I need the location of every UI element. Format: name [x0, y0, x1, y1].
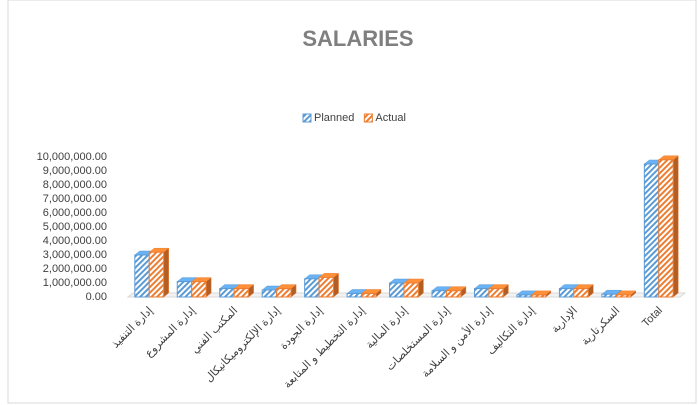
y-tick-label: 5,000,000.00: [43, 221, 107, 233]
chart-title: SALARIES: [302, 26, 413, 51]
chart-border: [7, 0, 697, 404]
legend-swatch: [363, 113, 373, 123]
bar: [233, 288, 250, 298]
bar-side: [672, 155, 679, 298]
y-tick-label: 8,000,000.00: [43, 179, 107, 191]
y-tick-label: 3,000,000.00: [43, 249, 107, 261]
y-tick-label: 1,000,000.00: [43, 277, 107, 289]
bar: [473, 288, 490, 298]
bar: [658, 159, 674, 298]
bar: [134, 254, 150, 298]
bar: [643, 163, 660, 298]
bar: [516, 294, 532, 298]
bar: [191, 281, 207, 298]
y-tick-label: 6,000,000.00: [43, 207, 107, 219]
bar: [176, 281, 193, 298]
y-tick-label: 7,000,000.00: [43, 193, 107, 205]
legend-swatch: [302, 113, 312, 123]
bar: [601, 293, 617, 298]
bar: [346, 293, 363, 298]
bar: [615, 294, 632, 298]
legend-label: Planned: [314, 112, 354, 124]
bar: [148, 251, 165, 298]
bar: [261, 289, 278, 298]
bar: [361, 293, 377, 298]
y-tick-label: 4,000,000.00: [43, 235, 107, 247]
bar: [488, 288, 504, 298]
y-tick-label: 2,000,000.00: [43, 263, 107, 275]
bar: [530, 294, 547, 298]
bar: [389, 282, 405, 298]
bar: [445, 290, 462, 298]
bar: [558, 288, 575, 298]
legend-label: Actual: [375, 112, 406, 124]
bar: [318, 276, 335, 298]
bar-side: [163, 247, 169, 298]
bar: [431, 290, 447, 298]
y-tick-label: 0.00: [86, 291, 107, 303]
bar: [276, 288, 292, 298]
bar: [403, 282, 419, 298]
bar: [304, 278, 320, 298]
bar: [219, 288, 235, 298]
y-tick-label: 9,000,000.00: [43, 165, 107, 177]
bar: [573, 288, 589, 298]
y-tick-label: 10,000,000.00: [37, 151, 107, 163]
